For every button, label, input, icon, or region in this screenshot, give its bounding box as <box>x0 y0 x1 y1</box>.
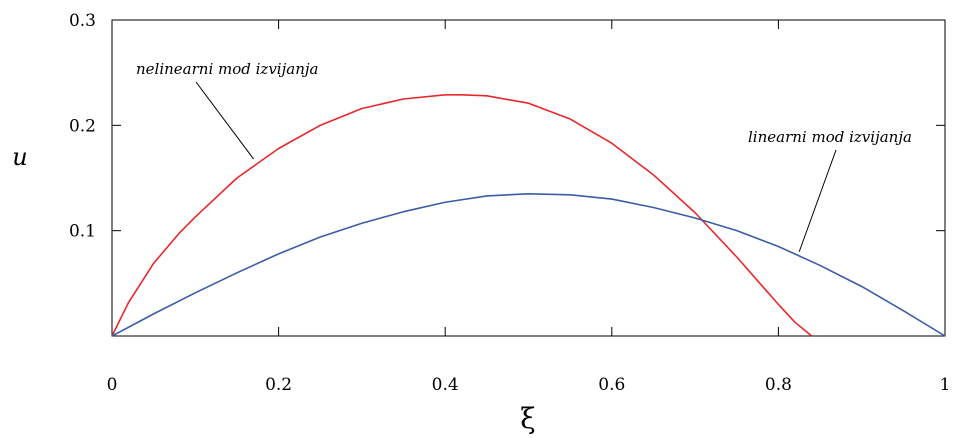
x-tick-label: 0.8 <box>765 375 792 395</box>
plot-frame <box>111 19 946 337</box>
x-tick-label: 1 <box>940 375 951 395</box>
annotation-leader <box>195 81 255 160</box>
x-tick-label: 0.4 <box>432 375 459 395</box>
annotations-layer: nelinearni mod izvijanja linearni mod izv… <box>136 60 912 252</box>
series-line-red <box>111 93 813 337</box>
series-layer <box>111 93 946 337</box>
y-tick-label: 0.3 <box>69 11 96 31</box>
y-axis-label: u <box>12 143 27 171</box>
annotation-label: linearni mod izvijanja <box>748 128 912 146</box>
x-tick-label: 0 <box>107 375 118 395</box>
x-tick-label: 0.2 <box>265 375 292 395</box>
y-tick-label: 0.1 <box>69 222 96 242</box>
annotation-leader <box>798 149 837 252</box>
x-tick-label: 0.6 <box>598 375 625 395</box>
annotation-label: nelinearni mod izvijanja <box>136 60 318 78</box>
y-tick-label: 0.2 <box>69 116 96 136</box>
x-axis-label: ξ <box>520 402 535 435</box>
series-line-blue <box>111 193 946 337</box>
ticks-layer: 0 0.2 0.4 0.6 0.8 1 0.1 0.2 0.3 <box>69 11 950 395</box>
